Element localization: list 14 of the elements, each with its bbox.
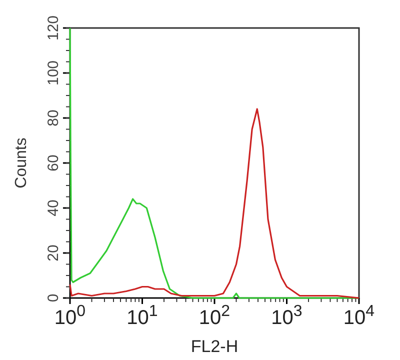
y-tick-label: 120 <box>45 15 62 41</box>
y-tick-label: 60 <box>45 154 62 172</box>
x-tick-label: 10$^{1}$ <box>126 302 158 329</box>
x-axis-title: FL2-H <box>190 337 238 356</box>
x-tick-label: 10$^{2}$ <box>198 302 230 329</box>
y-tick-label: 80 <box>45 110 62 126</box>
x-tick-label: 10$^{3}$ <box>271 302 302 329</box>
x-tick-label: 10$^{0}$ <box>54 302 86 329</box>
y-tick-label: 20 <box>45 244 62 262</box>
x-tick-label: 10$^{4}$ <box>343 302 375 329</box>
y-tick-label: 0 <box>45 294 62 302</box>
y-tick-label: 100 <box>45 60 62 86</box>
y-tick-label: 40 <box>45 200 62 216</box>
y-axis-title: Counts <box>13 138 30 188</box>
